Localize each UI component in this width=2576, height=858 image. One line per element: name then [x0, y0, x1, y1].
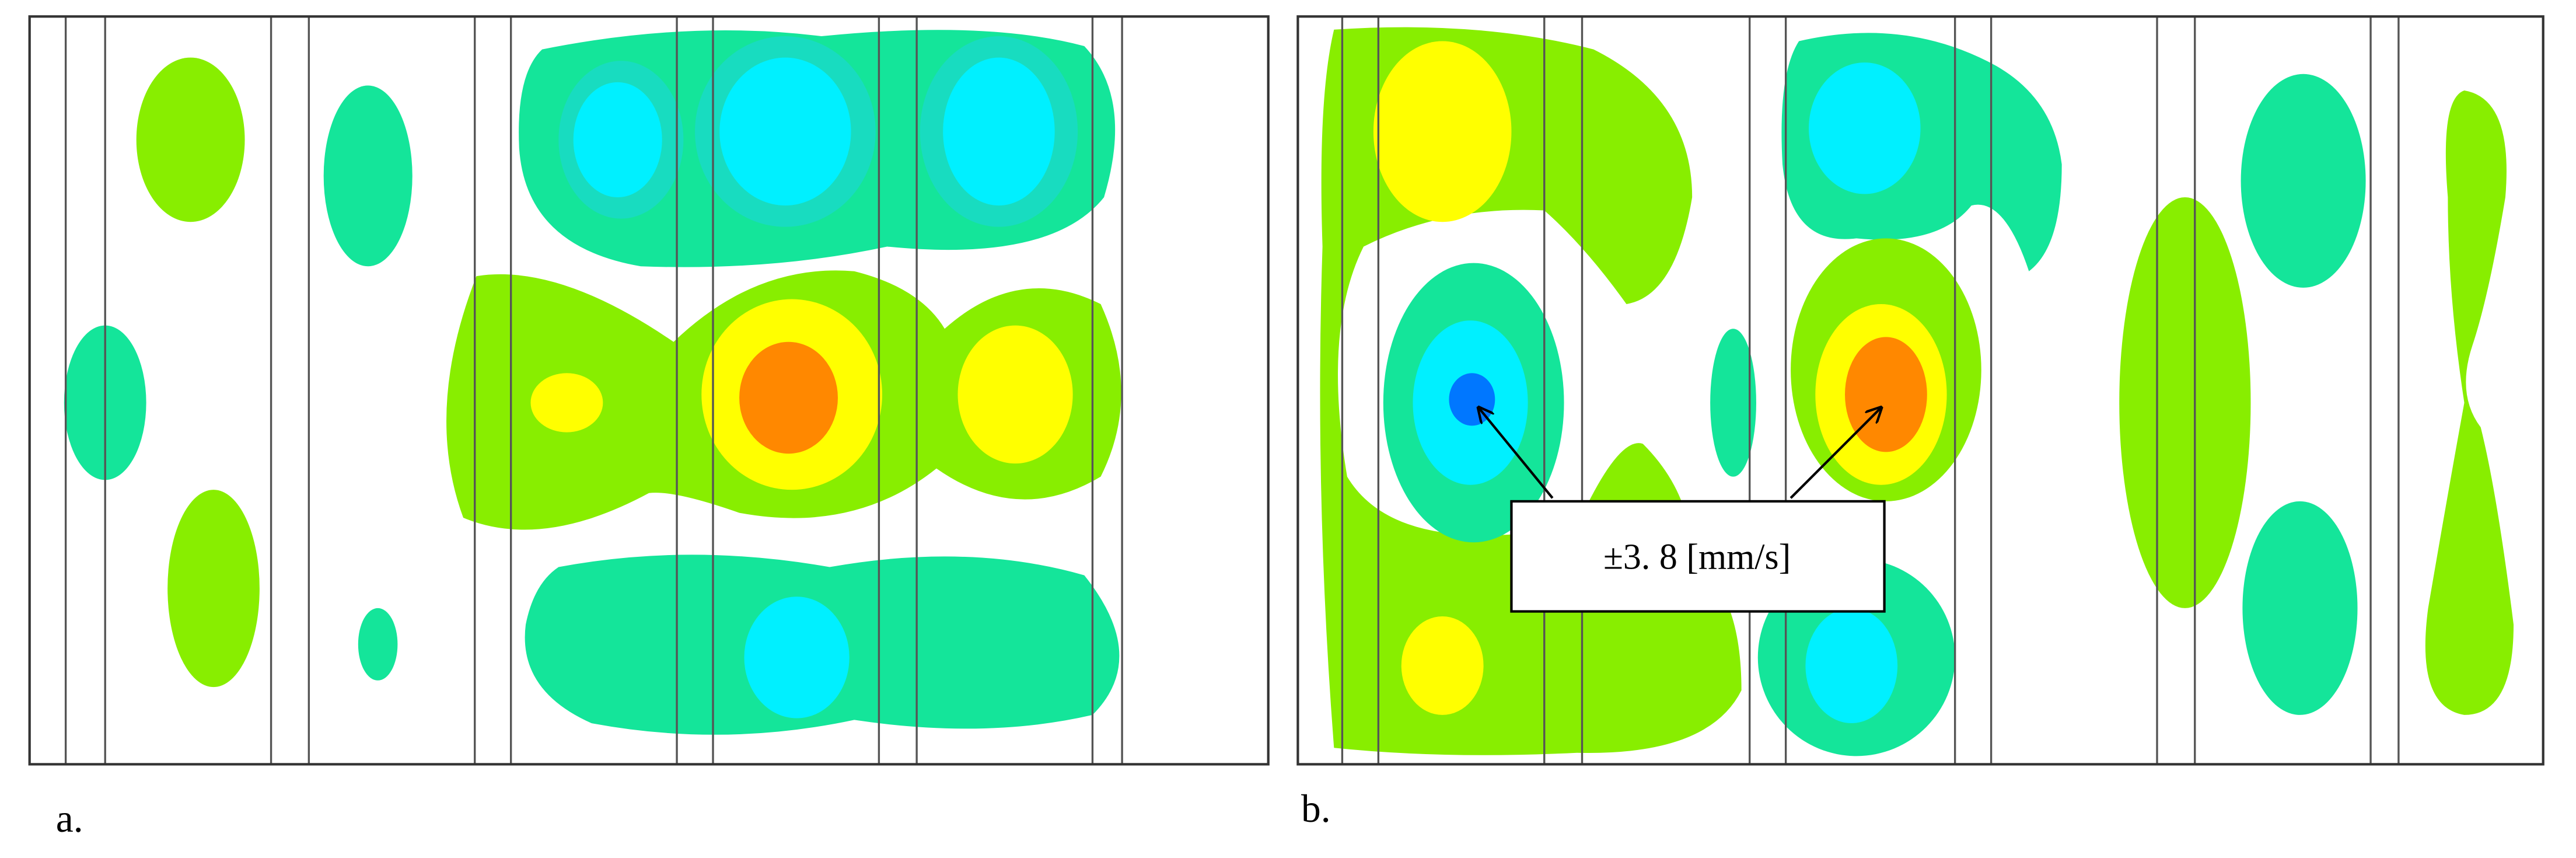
panel-a: a.: [28, 15, 1270, 840]
contour: [573, 82, 662, 197]
contour: [167, 490, 260, 688]
contour: [2119, 197, 2251, 608]
contour: [1373, 41, 1512, 222]
contour: [957, 325, 1073, 464]
contour: [530, 373, 603, 433]
contour: [943, 57, 1055, 206]
plot-border: [28, 15, 1270, 766]
contour: [1805, 608, 1898, 724]
arrow: [1479, 407, 1554, 499]
contour: [739, 341, 838, 454]
annotation-box: [1510, 500, 1886, 613]
contour: [2241, 74, 2366, 288]
contour: [1845, 337, 1927, 452]
contour: [1710, 329, 1756, 477]
panel-label: a.: [56, 797, 83, 840]
contour: [2242, 501, 2358, 715]
panel-label: b.: [1301, 787, 1331, 831]
contour: [136, 57, 245, 222]
contour: [744, 597, 850, 719]
arrow: [1789, 407, 1881, 499]
contour: [1809, 62, 1921, 194]
plot-border: [1296, 15, 2544, 766]
annotation: ±3. 8 [mm/s]: [1603, 537, 1791, 577]
grid-lines: [64, 16, 1123, 765]
contour: [2425, 90, 2514, 715]
contour: [323, 85, 413, 267]
panel-b: ±3. 8 [mm/s] b.: [1296, 15, 2544, 831]
contour: [1401, 616, 1484, 715]
grid-lines: [1341, 16, 2400, 765]
contour: [358, 608, 398, 681]
contour: [719, 57, 851, 206]
